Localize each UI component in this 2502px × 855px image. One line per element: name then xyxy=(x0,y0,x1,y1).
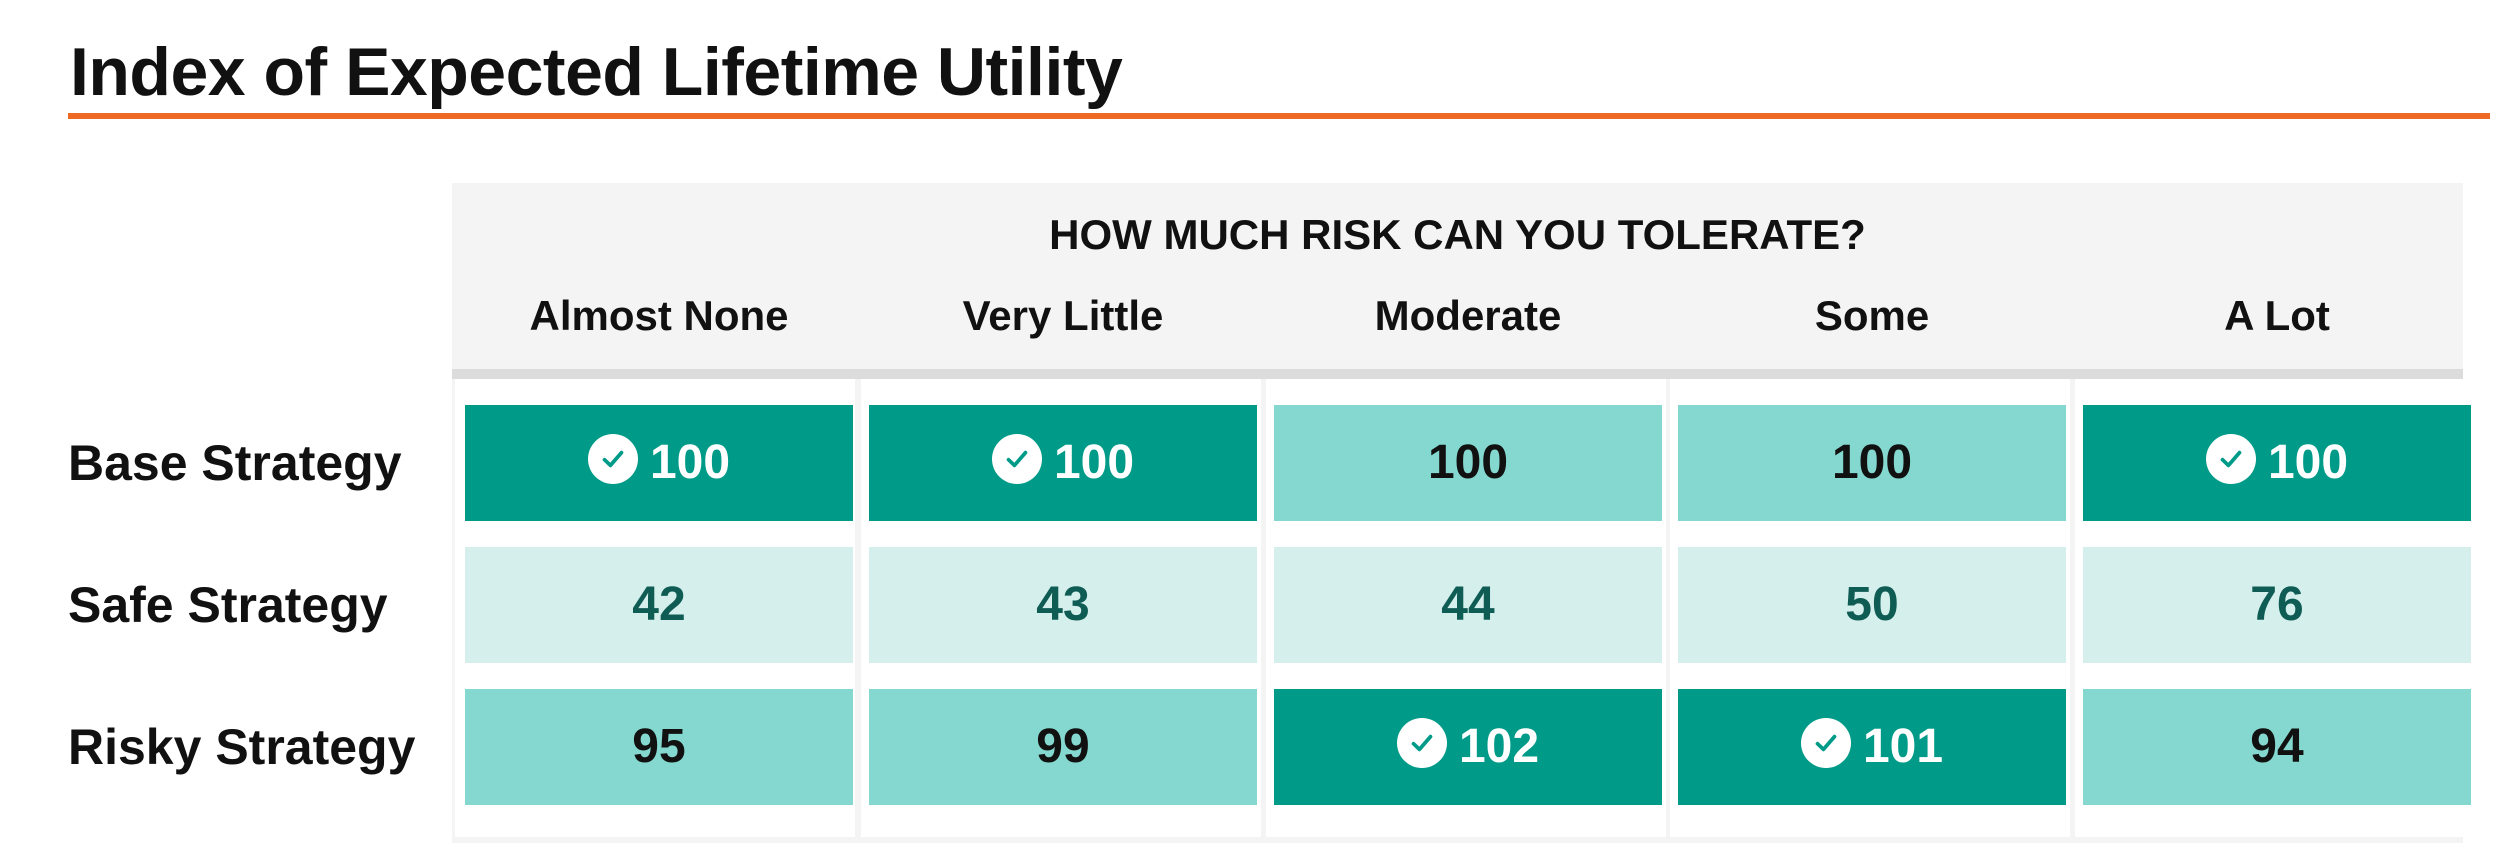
table-cell: 76 xyxy=(2083,547,2471,663)
cell-value: 44 xyxy=(1441,578,1495,631)
table-cell-best: 100 xyxy=(465,405,853,521)
cell-value: 101 xyxy=(1862,720,1944,773)
row-label: Base Strategy xyxy=(68,435,402,491)
table-cell: 99 xyxy=(869,689,1257,805)
table-cell-best: 100 xyxy=(869,405,1257,521)
header-band xyxy=(452,183,2463,373)
table-cell: 95 xyxy=(465,689,853,805)
title-underline xyxy=(68,113,2490,119)
cell-value: 50 xyxy=(1845,578,1899,631)
cell-value: 76 xyxy=(2250,578,2304,631)
table-cell: 100 xyxy=(1678,405,2066,521)
check-circle-icon xyxy=(587,434,638,484)
cell-value: 42 xyxy=(632,578,686,631)
column-group-label: HOW MUCH RISK CAN YOU TOLERATE? xyxy=(1049,211,1866,258)
row-label: Risky Strategy xyxy=(68,719,416,775)
cell-value: 100 xyxy=(1053,436,1135,489)
table-cell: 42 xyxy=(465,547,853,663)
table-cell-best: 102 xyxy=(1274,689,1662,805)
cell-value: 100 xyxy=(2267,436,2349,489)
column-header: A Lot xyxy=(2224,292,2330,339)
check-circle-icon xyxy=(1800,718,1851,768)
column-header: Moderate xyxy=(1374,292,1562,339)
table-cell: 43 xyxy=(869,547,1257,663)
table-cell-best: 100 xyxy=(2083,405,2471,521)
cell-value: 100 xyxy=(1427,436,1509,489)
header-divider xyxy=(452,369,2463,379)
table-cell: 50 xyxy=(1678,547,2066,663)
table-cell: 44 xyxy=(1274,547,1662,663)
cell-value: 95 xyxy=(632,720,686,773)
column-header: Some xyxy=(1814,292,1930,339)
cell-value: 94 xyxy=(2250,720,2304,773)
cell-value: 102 xyxy=(1458,720,1540,773)
cell-value: 99 xyxy=(1036,720,1090,773)
column-header: Almost None xyxy=(529,292,789,339)
check-circle-icon xyxy=(1396,718,1447,768)
check-circle-icon xyxy=(991,434,1042,484)
table-cell: 94 xyxy=(2083,689,2471,805)
check-circle-icon xyxy=(2205,434,2256,484)
chart-title: Index of Expected Lifetime Utility xyxy=(70,34,1123,110)
table-cell-best: 101 xyxy=(1678,689,2066,805)
column-header: Very Little xyxy=(962,292,1164,339)
cell-value: 100 xyxy=(1831,436,1913,489)
table-cell: 100 xyxy=(1274,405,1662,521)
row-label: Safe Strategy xyxy=(68,577,388,633)
cell-value: 100 xyxy=(649,436,731,489)
cell-value: 43 xyxy=(1036,578,1090,631)
